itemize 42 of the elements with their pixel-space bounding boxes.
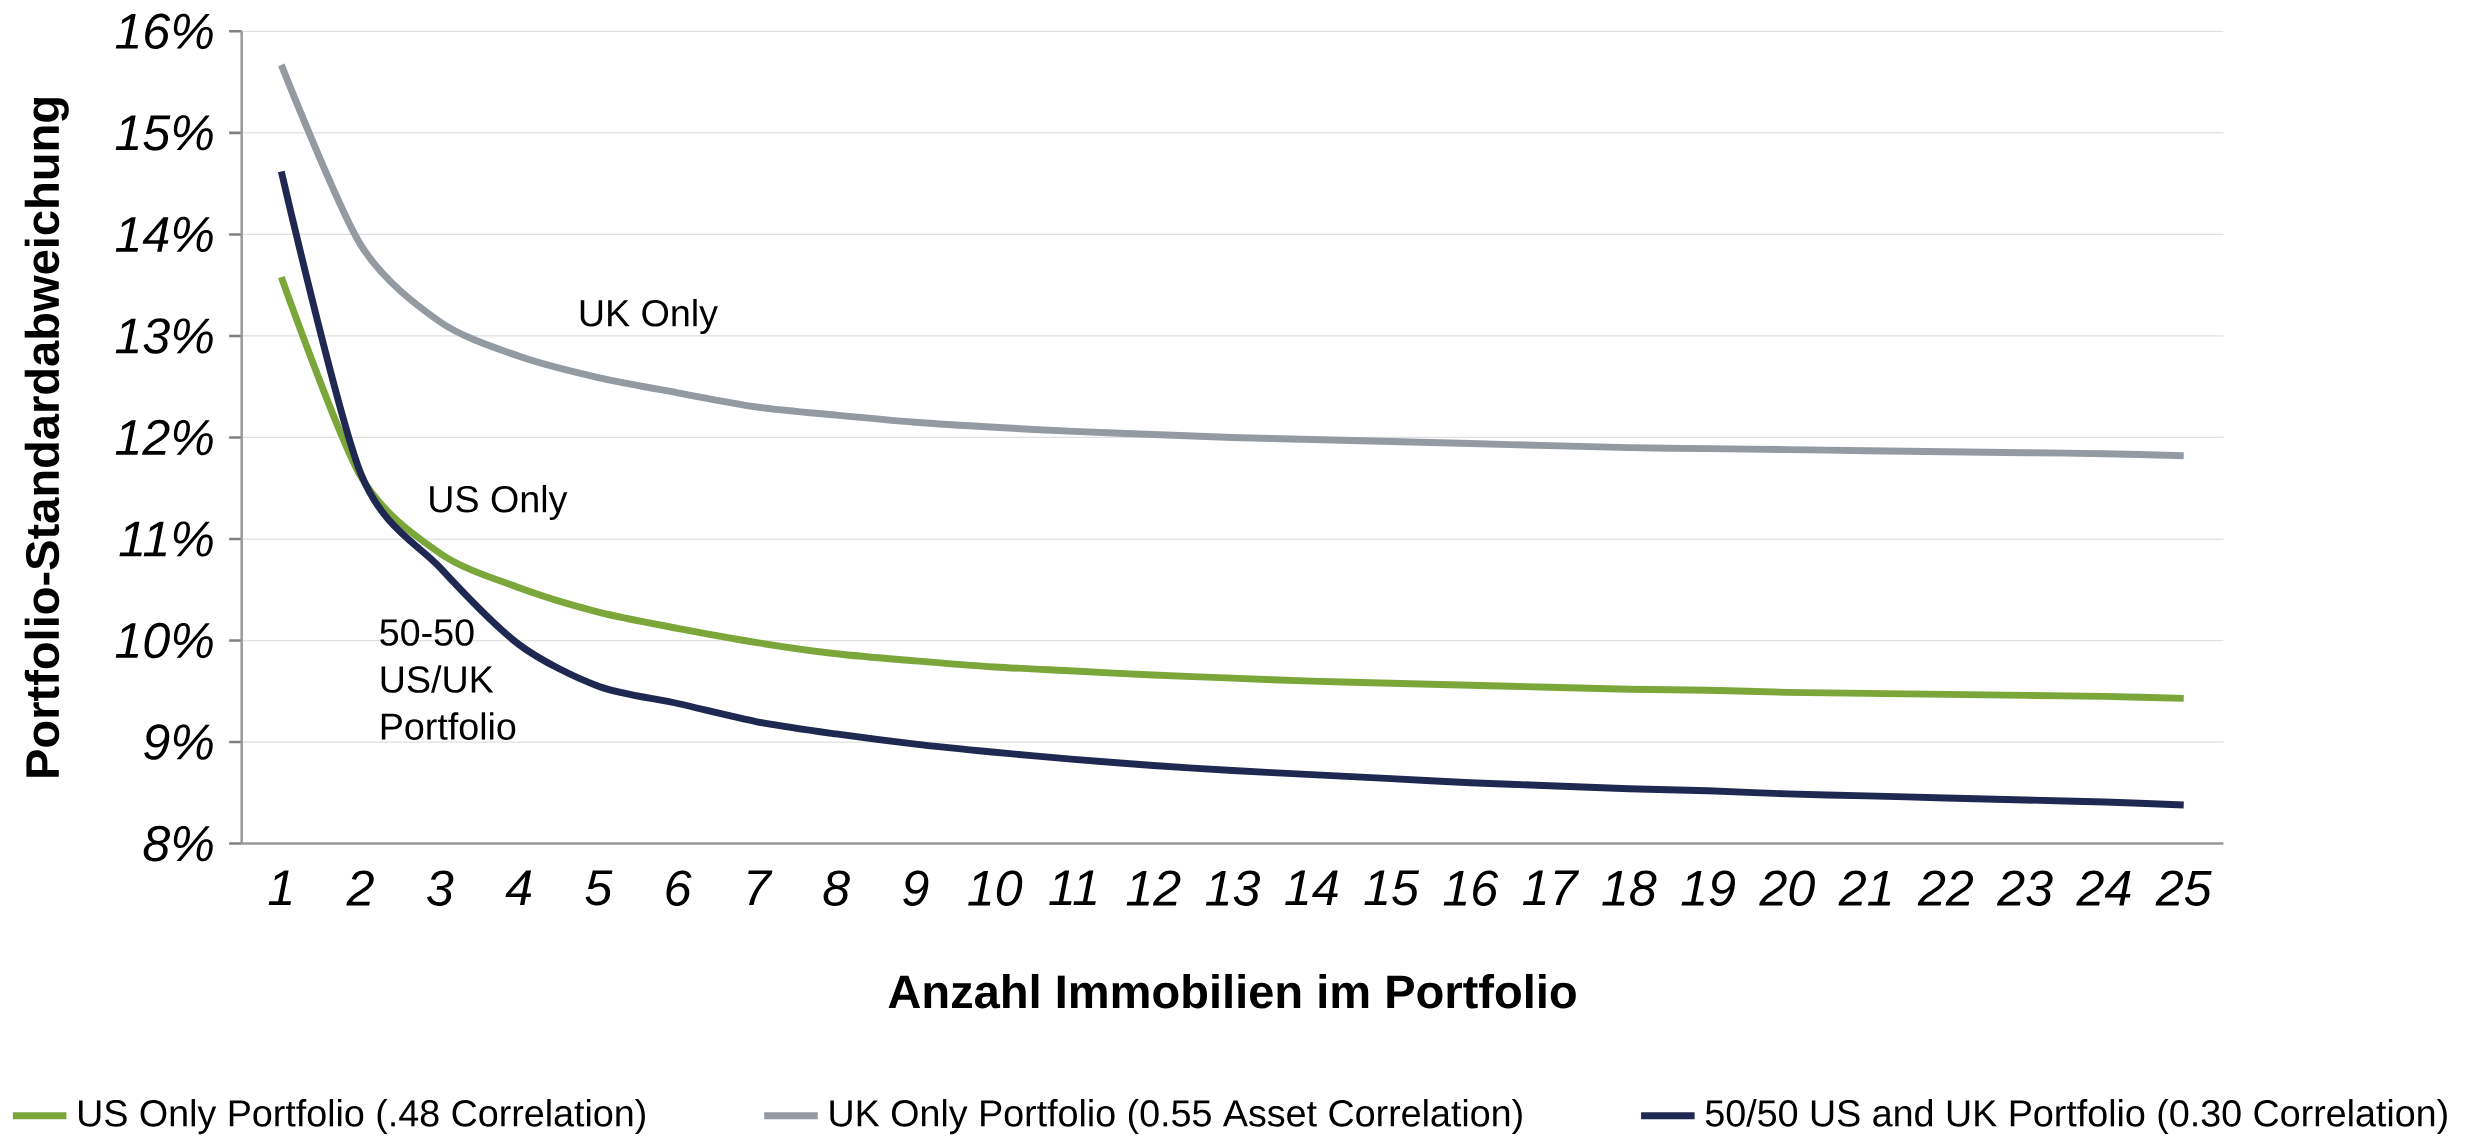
x-tick-label: 6	[666, 870, 692, 906]
annotation: UK Only	[580, 298, 718, 335]
legend-label: UK Only Portfolio (0.55 Asset Correlation)	[830, 1099, 1522, 1135]
x-tick-label: 5	[585, 870, 613, 906]
x-tick-label: 9	[903, 870, 929, 906]
x-tick-label: 10	[968, 870, 1023, 906]
x-tick-label: 21	[1838, 870, 1891, 906]
x-tick-label: 20	[1759, 870, 1815, 906]
y-tick-label: 13%	[115, 318, 213, 354]
x-tick-label: 2	[346, 870, 374, 906]
x-tick-label: 15	[1364, 870, 1420, 906]
y-axis-title: Portfolio-Standardabweichung	[24, 98, 69, 777]
y-tick-label: 16%	[115, 13, 213, 50]
x-tick-label: 25	[2155, 870, 2212, 906]
x-tick-label: 23	[1996, 870, 2053, 906]
annotation: 50-50 US/UK Portfolio	[380, 619, 516, 740]
y-tick-label: 8%	[143, 825, 213, 862]
x-tick-label: 7	[748, 870, 773, 905]
x-tick-label: 22	[1917, 870, 1974, 906]
x-tick-label: 3	[427, 870, 454, 906]
y-tick-label: 12%	[115, 419, 213, 456]
x-axis-title: Anzahl Immobilien im Portfolio	[888, 973, 1576, 1009]
x-tick-label: 12	[1126, 870, 1181, 906]
legend-label: 50/50 US and UK Portfolio (0.30 Correlation)	[1705, 1099, 2447, 1135]
annotation: US Only	[430, 484, 568, 521]
y-tick-label: 11%	[119, 521, 213, 557]
x-tick-label: 11	[1049, 870, 1096, 905]
y-tick-label: 10%	[115, 622, 213, 659]
x-tick-label: 13	[1205, 870, 1260, 906]
y-tick-label: 9%	[144, 724, 213, 760]
x-tick-label: 8	[823, 870, 850, 906]
x-tick-label: 18	[1602, 870, 1657, 906]
y-tick-label: 15%	[115, 115, 213, 151]
x-tick-label: 19	[1681, 870, 1735, 906]
y-tick-label: 14%	[115, 216, 213, 252]
x-tick-label: 4	[505, 870, 532, 905]
x-tick-label: 1	[268, 870, 292, 905]
x-tick-label: 17	[1522, 870, 1580, 905]
legend-label: US Only Portfolio (.48 Correlation)	[79, 1099, 645, 1135]
x-tick-label: 14	[1285, 870, 1338, 905]
x-tick-label: 24	[2076, 870, 2131, 906]
x-tick-label: 16	[1443, 870, 1499, 906]
